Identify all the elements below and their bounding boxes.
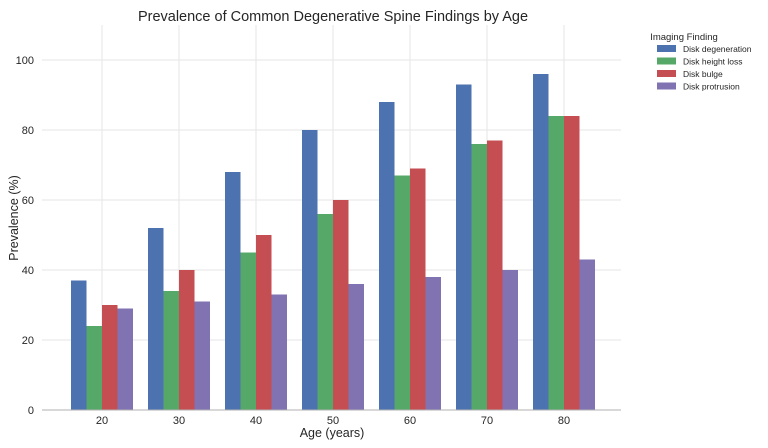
- y-tick-label: 100: [16, 55, 34, 67]
- bar-disk-degeneration: [456, 84, 472, 410]
- bar-disk-degeneration: [225, 172, 241, 410]
- bar-disk-height-loss: [86, 326, 102, 410]
- y-tick-label: 80: [22, 125, 34, 137]
- bar-disk-height-loss: [548, 116, 564, 410]
- bar-disk-bulge: [179, 270, 195, 410]
- bar-disk-height-loss: [240, 252, 256, 410]
- legend-label: Disk height loss: [683, 57, 743, 67]
- chart-title: Prevalence of Common Degenerative Spine …: [138, 9, 528, 25]
- bar-disk-bulge: [333, 200, 349, 410]
- bar-disk-height-loss: [471, 144, 487, 410]
- y-axis-label: Prevalence (%): [7, 175, 21, 260]
- bar-disk-bulge: [410, 168, 426, 410]
- x-tick-labels: 20 30 40 50 60 70 80: [96, 415, 570, 427]
- legend-swatch: [657, 57, 676, 65]
- legend-swatch: [657, 70, 676, 77]
- bar-disk-bulge: [256, 235, 272, 410]
- bar-disk-degeneration: [533, 74, 549, 410]
- bar-disk-protrusion: [502, 270, 518, 410]
- bar-disk-bulge: [564, 116, 580, 410]
- bar-disk-protrusion: [425, 277, 441, 410]
- y-tick-label: 20: [22, 335, 34, 347]
- legend-swatch: [657, 82, 676, 90]
- y-tick-label: 60: [22, 195, 34, 207]
- bar-disk-protrusion: [348, 284, 364, 410]
- x-tick-label: 80: [558, 415, 570, 427]
- legend-items: Disk degeneration Disk height loss Disk bu…: [657, 44, 752, 92]
- x-tick-label: 20: [96, 415, 108, 427]
- legend-swatch: [657, 45, 676, 52]
- legend-label: Disk protrusion: [683, 82, 740, 92]
- x-tick-label: 30: [173, 415, 185, 427]
- x-axis-label: Age (years): [300, 426, 365, 440]
- bar-disk-degeneration: [71, 280, 87, 410]
- legend-title: Imaging Finding: [650, 32, 718, 43]
- x-tick-label: 40: [250, 415, 262, 427]
- bar-disk-bulge: [102, 305, 118, 410]
- bar-disk-degeneration: [148, 228, 164, 410]
- y-tick-label: 40: [22, 265, 34, 277]
- bar-disk-bulge: [487, 140, 503, 410]
- bar-disk-degeneration: [379, 102, 395, 410]
- x-tick-label: 70: [481, 415, 493, 427]
- legend: Imaging Finding Disk degeneration Disk he…: [650, 32, 752, 92]
- bar-disk-height-loss: [394, 175, 410, 410]
- bar-disk-height-loss: [317, 214, 333, 410]
- x-tick-label: 50: [327, 415, 339, 427]
- legend-label: Disk bulge: [683, 69, 723, 79]
- y-tick-labels: 0 20 40 60 80 100: [16, 55, 34, 417]
- x-tick-label: 60: [404, 415, 416, 427]
- bar-disk-protrusion: [117, 308, 133, 410]
- bar-disk-height-loss: [163, 291, 179, 410]
- bar-disk-protrusion: [579, 259, 595, 410]
- bar-disk-protrusion: [194, 301, 210, 410]
- bars: [71, 74, 595, 410]
- bar-disk-degeneration: [302, 130, 318, 410]
- y-tick-label: 0: [28, 405, 34, 417]
- legend-label: Disk degeneration: [683, 44, 752, 54]
- bar-disk-protrusion: [271, 294, 287, 410]
